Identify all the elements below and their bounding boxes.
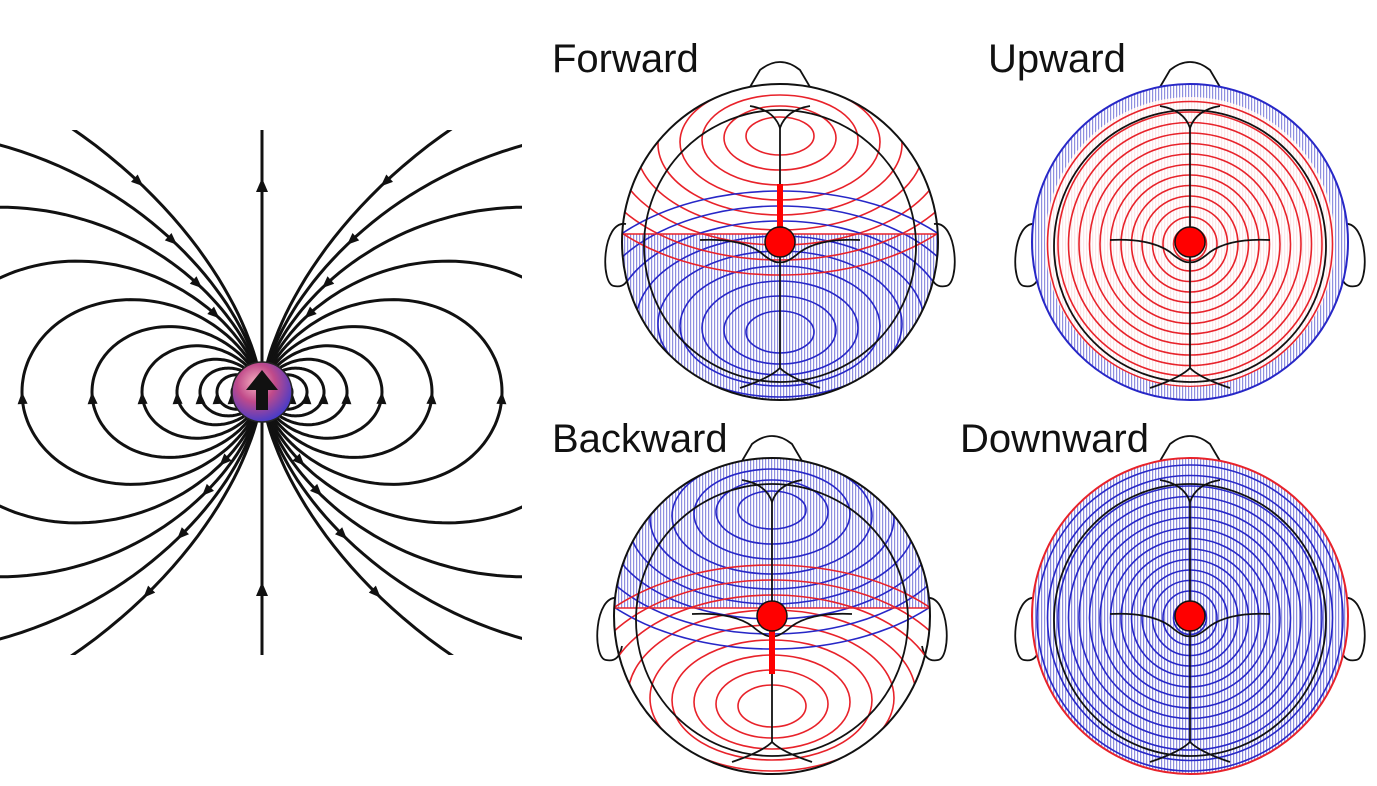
field-arrow [212,392,223,405]
cortex-outline [1053,109,1327,383]
field-arrow [202,483,214,496]
label-upward: Upward [988,37,1126,81]
field-arrow [256,178,268,192]
field-arrow [17,392,28,405]
nose [1159,61,1221,88]
head-map-downward [1014,435,1366,775]
field-arrow [304,306,317,319]
dipole-source-dot [764,226,796,258]
cortex-outline [635,483,909,757]
head-outline [621,83,939,401]
field-arrow [172,392,183,405]
field-arrow [301,392,312,405]
dipole-source-dot [756,600,788,632]
contour-line [1057,485,1323,751]
occipital-curve [731,740,813,763]
occipital-curve [1149,366,1231,389]
field-arrow [87,392,98,405]
occipital-curve [1149,740,1231,763]
dipole-source-dot [1174,600,1206,632]
field-arrow [347,233,360,245]
dipole-sphere-icon [231,361,293,423]
negative-rim [1032,84,1348,400]
field-arrow [335,527,347,540]
contour-line [1046,474,1334,762]
head-outline [613,457,931,775]
field-arrow [376,392,387,405]
field-arrow [310,483,322,496]
cortex-outline [1053,483,1327,757]
up-arrow-icon [246,370,278,410]
label-backward: Backward [552,417,728,461]
field-arrow [426,392,437,405]
field-arrow [341,392,352,405]
field-arrow [195,392,206,405]
head-outline [1031,457,1349,775]
temporal-curve [1109,238,1271,264]
field-arrow [143,585,156,598]
field-arrow [137,392,148,405]
temporal-curve [699,238,861,264]
dipole-orientation-bar [769,616,775,674]
field-arrow [368,585,381,598]
label-downward: Downward [960,417,1149,461]
field-arrow [292,453,305,466]
temporal-curve [1109,612,1271,638]
field-arrow [318,392,329,405]
dipole-field-diagram [0,130,522,655]
head-map-forward [604,61,956,401]
field-line [70,130,264,655]
head-map-upward [1014,61,1366,401]
nose [741,435,803,462]
contour-line [1036,464,1344,772]
occipital-curve [739,366,821,389]
cortex-outline [643,109,917,383]
nose [1159,435,1221,462]
field-arrow [164,233,177,245]
dipole-source-dot [1174,226,1206,258]
label-forward: Forward [552,37,699,81]
field-arrow [496,392,507,405]
dipole-orientation-bar [777,184,783,242]
field-arrow [256,582,268,596]
nose [749,61,811,88]
field-arrow [380,174,393,187]
head-outline [1031,83,1349,401]
field-arrow [131,174,144,187]
field-arrow [322,276,335,289]
field-arrow [189,276,202,289]
field-line [0,205,264,579]
contour-line [1057,111,1323,377]
field-arrow [219,453,232,466]
field-arrow [207,306,220,319]
contour-line [1046,100,1334,388]
field-arrow [177,527,189,540]
